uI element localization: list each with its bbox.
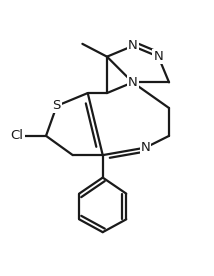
Text: N: N bbox=[128, 39, 138, 52]
Text: N: N bbox=[128, 76, 138, 89]
Text: S: S bbox=[52, 99, 61, 112]
Text: N: N bbox=[141, 141, 150, 154]
Text: Cl: Cl bbox=[11, 129, 24, 142]
Text: N: N bbox=[153, 50, 163, 63]
